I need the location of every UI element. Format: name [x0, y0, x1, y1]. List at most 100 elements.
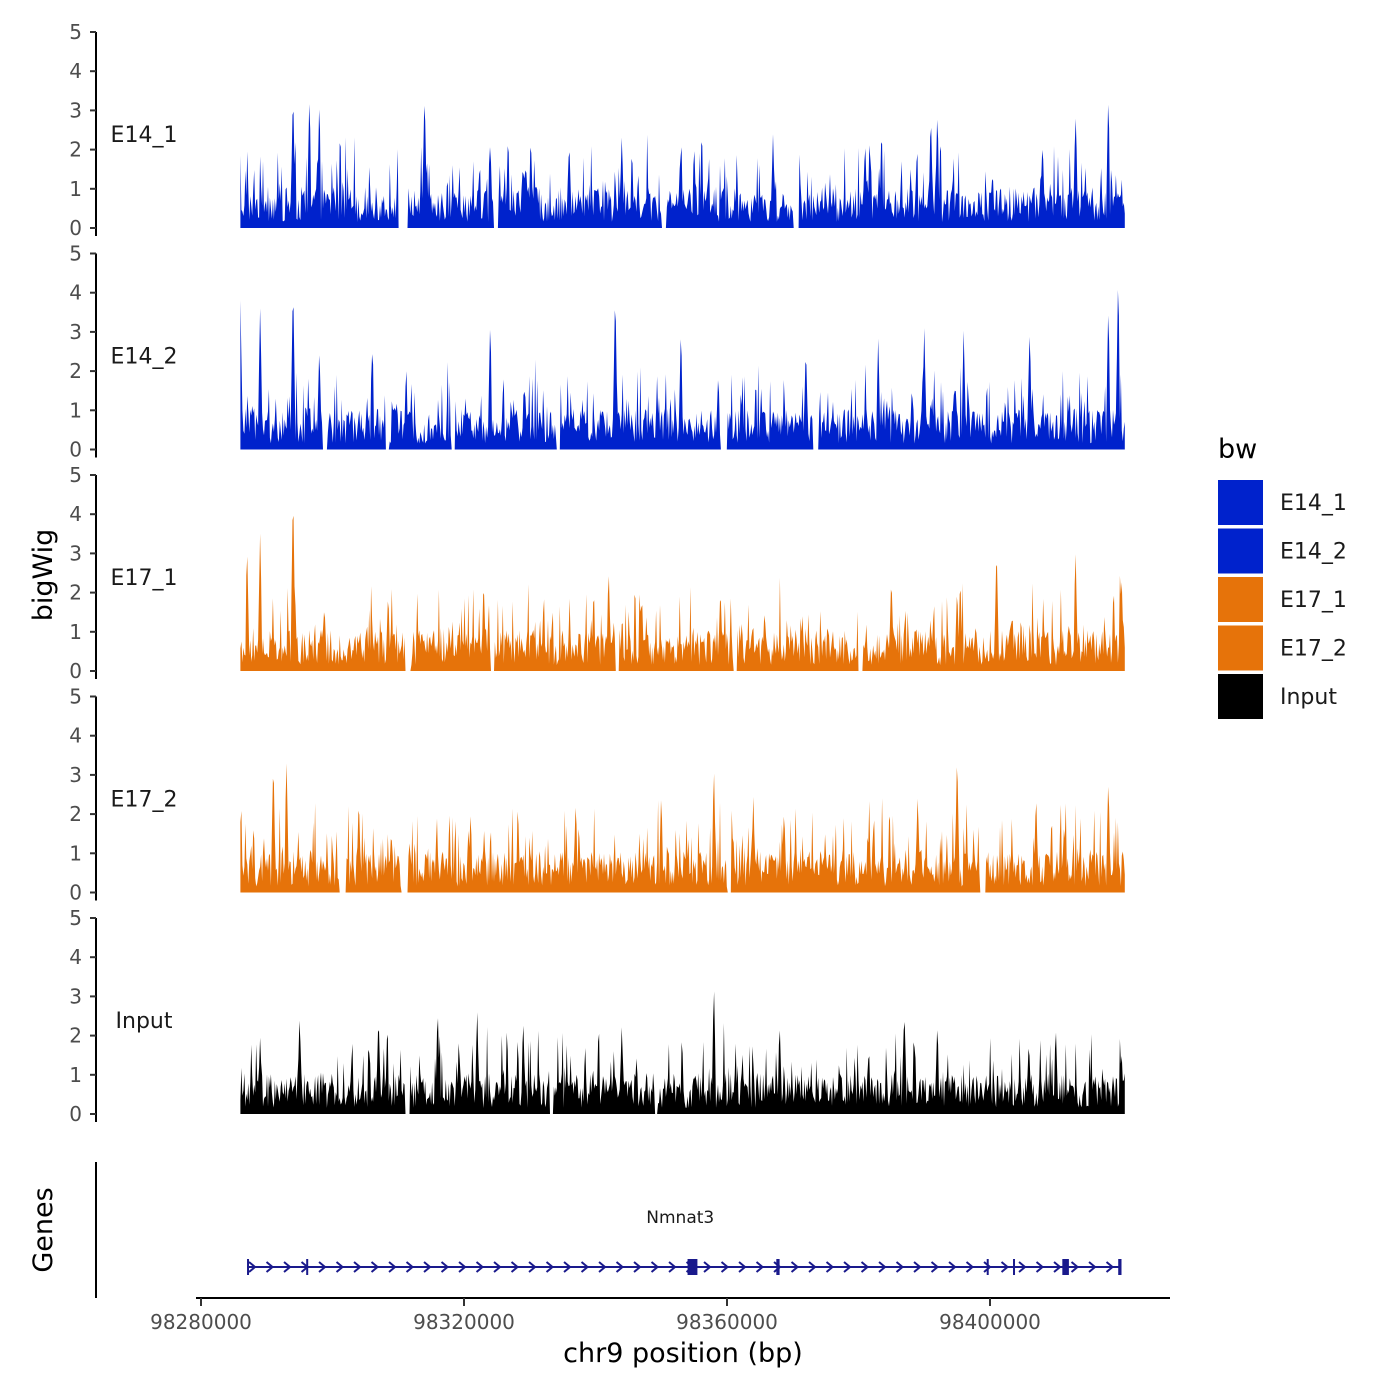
gene-strand-arrow	[633, 1261, 642, 1273]
gene-strand-arrow	[860, 1261, 870, 1273]
gene-strand-arrow	[458, 1261, 467, 1273]
y-tick-label: 1	[69, 1063, 82, 1087]
y-tick-label: 4	[69, 945, 82, 969]
legend-swatch	[1218, 528, 1263, 574]
x-axis-ticks: 98280000 98320000 98360000 98400000	[150, 1298, 1041, 1334]
gene-strand-arrow	[1088, 1261, 1097, 1273]
legend-label: E17_2	[1280, 637, 1347, 662]
y-tick-label: 4	[69, 59, 82, 83]
y-tick-label: 5	[69, 242, 82, 266]
legend-label: E14_2	[1280, 540, 1347, 565]
y-tick-label: 4	[69, 502, 82, 526]
gene-strand-arrow	[318, 1261, 327, 1273]
gene-strand-arrow	[983, 1261, 992, 1273]
gene-strand-arrow	[843, 1261, 852, 1273]
gene-strand-arrow	[265, 1261, 275, 1273]
x-tick-label: 98280000	[150, 1310, 252, 1334]
gene-strand-arrow	[895, 1261, 905, 1273]
gene-exon	[687, 1259, 698, 1275]
y-tick-label: 0	[69, 438, 82, 462]
gene-strand-arrow	[755, 1261, 765, 1273]
gene-strand-arrow	[878, 1261, 887, 1273]
x-axis-title: chr9 position (bp)	[563, 1338, 803, 1369]
gene-strand-arrow	[563, 1261, 572, 1273]
gene-strand-arrow	[773, 1261, 782, 1273]
y-tick-label: 3	[69, 541, 82, 565]
legend-swatch	[1218, 480, 1263, 525]
y-tick-label: 4	[69, 281, 82, 305]
x-axis: 98280000 98320000 98360000 98400000 chr9 po…	[150, 1297, 1170, 1369]
y-tick-label: 5	[69, 20, 82, 44]
signal-area-Input	[240, 991, 1125, 1114]
y-tick-label: 5	[69, 685, 82, 709]
track-label-E14_2: E14_2	[111, 345, 178, 370]
gene-strand-arrow	[440, 1261, 450, 1273]
legend-item-E14_1: E14_1	[1218, 480, 1347, 525]
gene-strand-arrow	[248, 1261, 257, 1273]
gene-strand-arrow	[1035, 1261, 1045, 1273]
gene-exon	[986, 1259, 989, 1275]
gene-strand-arrow	[738, 1261, 747, 1273]
y-tick-label: 3	[69, 320, 82, 344]
gene-strand-arrow	[423, 1261, 432, 1273]
y-tick-label: 2	[69, 581, 82, 605]
y-tick-label: 2	[69, 1024, 82, 1048]
gene-strand-arrow	[475, 1261, 485, 1273]
gene-strand-arrow	[948, 1261, 957, 1273]
y-axis-title: bigWig	[28, 529, 59, 622]
legend-swatch	[1218, 577, 1263, 622]
signal-tracks: 0 1 2 3 4 5 E14_1 0 1 2 3 4 5 E14_2 0 1 2 3 4 5 E17_1 0 1 2 3 4 5 E…	[69, 20, 1125, 1126]
track-label-E14_1: E14_1	[111, 123, 178, 148]
gene-exon	[1062, 1259, 1069, 1275]
legend-swatch	[1218, 625, 1263, 671]
y-tick-label: 1	[69, 841, 82, 865]
track-label-E17_1: E17_1	[111, 566, 178, 591]
signal-area-E17_1	[240, 515, 1125, 671]
gene-strand-arrow	[668, 1261, 677, 1273]
gene-strand-arrow	[1053, 1261, 1062, 1273]
gene-name-label: Nmnat3	[646, 1208, 714, 1228]
gene-strand-arrow	[790, 1261, 800, 1273]
gene-exon	[1118, 1259, 1122, 1275]
y-tick-label: 5	[69, 906, 82, 930]
y-tick-label: 4	[69, 724, 82, 748]
x-tick-label: 98360000	[676, 1310, 778, 1334]
legend-item-E17_2: E17_2	[1218, 625, 1347, 671]
legend-label: Input	[1280, 685, 1337, 710]
gene-strand-arrow	[598, 1261, 607, 1273]
gene-strand-arrow	[353, 1261, 362, 1273]
legend-label: E17_1	[1280, 588, 1347, 613]
y-tick-label: 0	[69, 216, 82, 240]
gene-strand-arrow	[930, 1261, 940, 1273]
track-panel-E17_1: 0 1 2 3 4 5 E17_1	[69, 463, 1125, 683]
track-panel-E14_1: 0 1 2 3 4 5 E14_1	[69, 20, 1125, 240]
y-tick-label: 3	[69, 984, 82, 1008]
gene-exon	[306, 1259, 309, 1275]
x-tick-label: 98400000	[939, 1310, 1041, 1334]
legend-item-Input: Input	[1218, 674, 1337, 719]
y-tick-label: 0	[69, 659, 82, 683]
gene-strand-arrow	[370, 1261, 380, 1273]
gene-strand-arrow	[825, 1261, 835, 1273]
gene-exon	[247, 1259, 250, 1275]
gene-strand-arrow	[965, 1261, 975, 1273]
legend-swatch	[1218, 674, 1263, 719]
signal-area-E14_2	[240, 290, 1125, 450]
track-label-E17_2: E17_2	[111, 788, 178, 813]
signal-area-E17_2	[240, 763, 1125, 893]
gene-strand-arrow	[808, 1261, 817, 1273]
y-tick-label: 2	[69, 359, 82, 383]
gene-strand-arrow	[703, 1261, 712, 1273]
gene-strand-arrow	[650, 1261, 660, 1273]
gene-strand-arrow	[388, 1261, 397, 1273]
legend: bw E14_1 E14_2 E17_1 E17_2 Input	[1218, 434, 1347, 719]
track-panel-E14_2: 0 1 2 3 4 5 E14_2	[69, 242, 1125, 462]
gene-strand-arrow	[405, 1261, 415, 1273]
track-label-Input: Input	[116, 1009, 173, 1034]
gene-strand-arrow	[283, 1261, 292, 1273]
y-tick-label: 2	[69, 138, 82, 162]
gene-strand-arrow	[1018, 1261, 1027, 1273]
legend-title: bw	[1218, 434, 1257, 465]
track-panel-E17_2: 0 1 2 3 4 5 E17_2	[69, 685, 1125, 905]
track-panel-Input: 0 1 2 3 4 5 Input	[69, 906, 1125, 1126]
